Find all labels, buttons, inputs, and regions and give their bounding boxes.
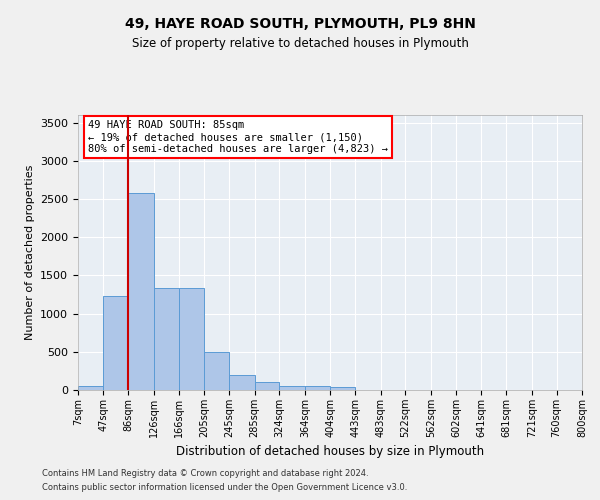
Bar — [229, 376, 254, 390]
Bar — [305, 386, 331, 390]
Bar — [204, 352, 229, 390]
Bar — [128, 194, 154, 390]
Text: Contains HM Land Registry data © Crown copyright and database right 2024.: Contains HM Land Registry data © Crown c… — [42, 468, 368, 477]
Y-axis label: Number of detached properties: Number of detached properties — [25, 165, 35, 340]
Bar — [154, 288, 179, 390]
Text: Contains public sector information licensed under the Open Government Licence v3: Contains public sector information licen… — [42, 484, 407, 492]
Bar — [78, 386, 103, 390]
Text: 49 HAYE ROAD SOUTH: 85sqm
← 19% of detached houses are smaller (1,150)
80% of se: 49 HAYE ROAD SOUTH: 85sqm ← 19% of detac… — [88, 120, 388, 154]
Bar — [331, 388, 355, 390]
Bar — [179, 288, 204, 390]
Text: Size of property relative to detached houses in Plymouth: Size of property relative to detached ho… — [131, 38, 469, 51]
Bar — [103, 296, 128, 390]
X-axis label: Distribution of detached houses by size in Plymouth: Distribution of detached houses by size … — [176, 446, 484, 458]
Text: 49, HAYE ROAD SOUTH, PLYMOUTH, PL9 8HN: 49, HAYE ROAD SOUTH, PLYMOUTH, PL9 8HN — [125, 18, 475, 32]
Bar — [280, 386, 305, 390]
Bar — [254, 382, 280, 390]
